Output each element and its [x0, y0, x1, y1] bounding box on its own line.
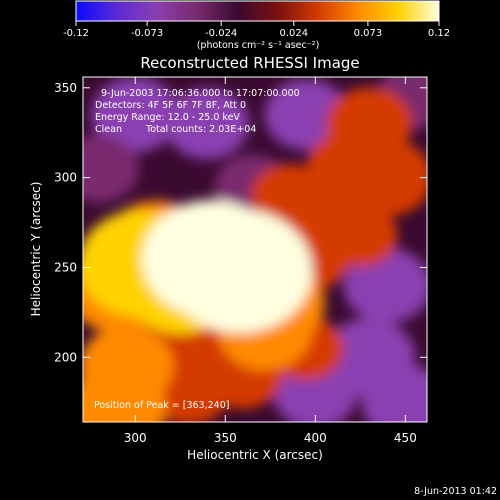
heatmap-layer	[83, 77, 427, 422]
colorbar-tick-label: 0.12	[428, 28, 450, 39]
colorbar-tick-label: -0.073	[131, 28, 163, 39]
colorbar-unit-label: (photons cm⁻² s⁻¹ asec⁻²)	[197, 40, 320, 51]
colorbar-tick-label: -0.024	[205, 28, 237, 39]
colorbar: -0.12 -0.073 -0.024 0.024 0.073 0.12 (photons…	[63, 0, 450, 51]
x-tick-label: 400	[304, 431, 327, 445]
colorbar-ticks: -0.12 -0.073 -0.024 0.024 0.073 0.12	[63, 21, 450, 39]
colorbar-gradient	[75, 0, 440, 22]
peak-core	[234, 274, 263, 297]
negative-lobe	[343, 248, 427, 323]
negative-lobe	[91, 77, 180, 153]
annotation-counts: Total counts: 2.03E+04	[145, 124, 256, 135]
annotations: 9-Jun-2003 17:06:36.000 to 17:07:00.000 …	[94, 88, 300, 411]
negative-lobe	[83, 134, 139, 203]
y-tick-label: 350	[54, 81, 77, 95]
x-tick-label: 350	[214, 431, 237, 445]
x-tick-label: 300	[124, 431, 147, 445]
y-tick-label: 200	[54, 350, 77, 364]
plot-area: 300 350 400 450 200 250 300 350	[54, 76, 428, 445]
colorbar-tick-label: 0.024	[279, 28, 308, 39]
negative-lobe	[264, 79, 349, 151]
negative-lobe	[165, 88, 250, 160]
emission-source	[342, 139, 427, 216]
annotation-peak: Position of Peak = [363,240]	[94, 400, 229, 411]
y-tick-label: 300	[54, 171, 77, 185]
x-axis-label: Heliocentric X (arcsec)	[187, 448, 323, 462]
annotation-energy: Energy Range: 12.0 - 25.0 keV	[95, 112, 240, 123]
y-axis-label: Heliocentric Y (arcsec)	[29, 182, 43, 317]
emission-source	[166, 209, 313, 333]
footer-date: 8-Jun-2013 01:42	[414, 486, 497, 497]
annotation-method: Clean	[95, 124, 122, 135]
colorbar-tick-label: -0.12	[63, 28, 89, 39]
annotation-time: 9-Jun-2003 17:06:36.000 to 17:07:00.000	[101, 88, 300, 99]
negative-lobe	[361, 364, 427, 422]
axis-ticks: 300 350 400 450 200 250 300 350	[54, 77, 427, 445]
chart-title: Reconstructed RHESSI Image	[140, 54, 359, 72]
plot-frame	[82, 76, 428, 423]
x-tick-label: 450	[394, 431, 417, 445]
annotation-detectors: Detectors: 4F 5F 6F 7F 8F, Att 0	[95, 100, 246, 111]
colorbar-tick-label: 0.073	[354, 28, 383, 39]
emission-source	[83, 365, 167, 422]
y-tick-label: 250	[54, 260, 77, 274]
